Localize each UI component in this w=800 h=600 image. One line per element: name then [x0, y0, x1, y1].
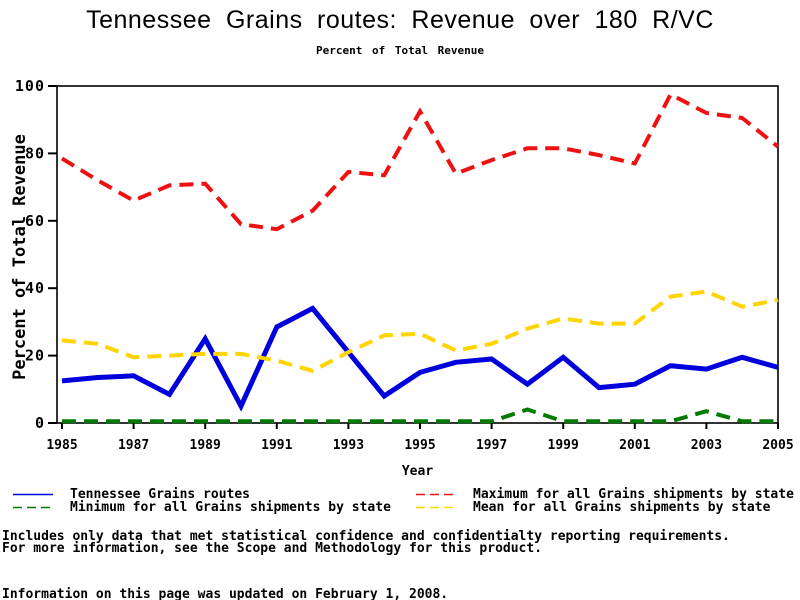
legend-label-minimum: Minimum for all Grains shipments by stat…: [70, 500, 391, 515]
y-tick-label: 100: [15, 77, 45, 95]
x-tick-label: 1987: [118, 438, 149, 453]
x-tick-label: 1993: [333, 438, 364, 453]
mean-line-swatch: [416, 506, 456, 509]
tennessee-grains-routes-line: [61, 305, 779, 412]
y-tick-label: 40: [25, 279, 45, 297]
x-tick-label: 2003: [691, 438, 722, 453]
footer-note-line1: Includes only data that met statistical …: [2, 529, 730, 544]
chart-title: Tennessee Grains routes: Revenue over 18…: [86, 6, 714, 34]
legend-item-tennessee: Tennessee Grains routes: [12, 488, 250, 501]
y-tick-label: 80: [25, 144, 45, 162]
legend-label-tennessee: Tennessee Grains routes: [70, 487, 251, 502]
x-tick-label: 1999: [548, 438, 579, 453]
x-tick-label: 2001: [619, 438, 650, 453]
x-tick-label: 1995: [404, 438, 435, 453]
y-tick-label: 0: [35, 414, 45, 432]
y-tick-label: 20: [25, 347, 45, 365]
y-tick-label: 60: [25, 212, 45, 230]
minimum-line-swatch: [13, 506, 53, 509]
x-tick-label: 1991: [261, 438, 292, 453]
footer-note-line2: For more information, see the Scope and …: [2, 541, 543, 556]
mean-all-grains-line: [61, 289, 779, 373]
chart-subtitle: Percent of Total Revenue: [316, 44, 484, 57]
x-tick-label: 2005: [762, 438, 793, 453]
legend-label-mean: Mean for all Grains shipments by state: [473, 500, 771, 515]
legend-label-maximum: Maximum for all Grains shipments by stat…: [473, 487, 794, 502]
x-axis-label: Year: [401, 464, 434, 479]
legend-item-mean: Mean for all Grains shipments by state: [415, 501, 770, 514]
x-tick-label: 1997: [476, 438, 507, 453]
legend-item-maximum: Maximum for all Grains shipments by stat…: [415, 488, 794, 501]
x-tick-label: 1985: [46, 438, 77, 453]
x-tick-label: 1989: [190, 438, 221, 453]
minimum-all-grains-line: [62, 407, 778, 424]
maximum-all-grains-line: [60, 91, 780, 232]
footer-updated-line: Information on this page was updated on …: [2, 587, 449, 600]
maximum-line-swatch: [416, 493, 456, 496]
legend-item-minimum: Minimum for all Grains shipments by stat…: [12, 501, 391, 514]
tennessee-line-swatch: [13, 493, 53, 496]
